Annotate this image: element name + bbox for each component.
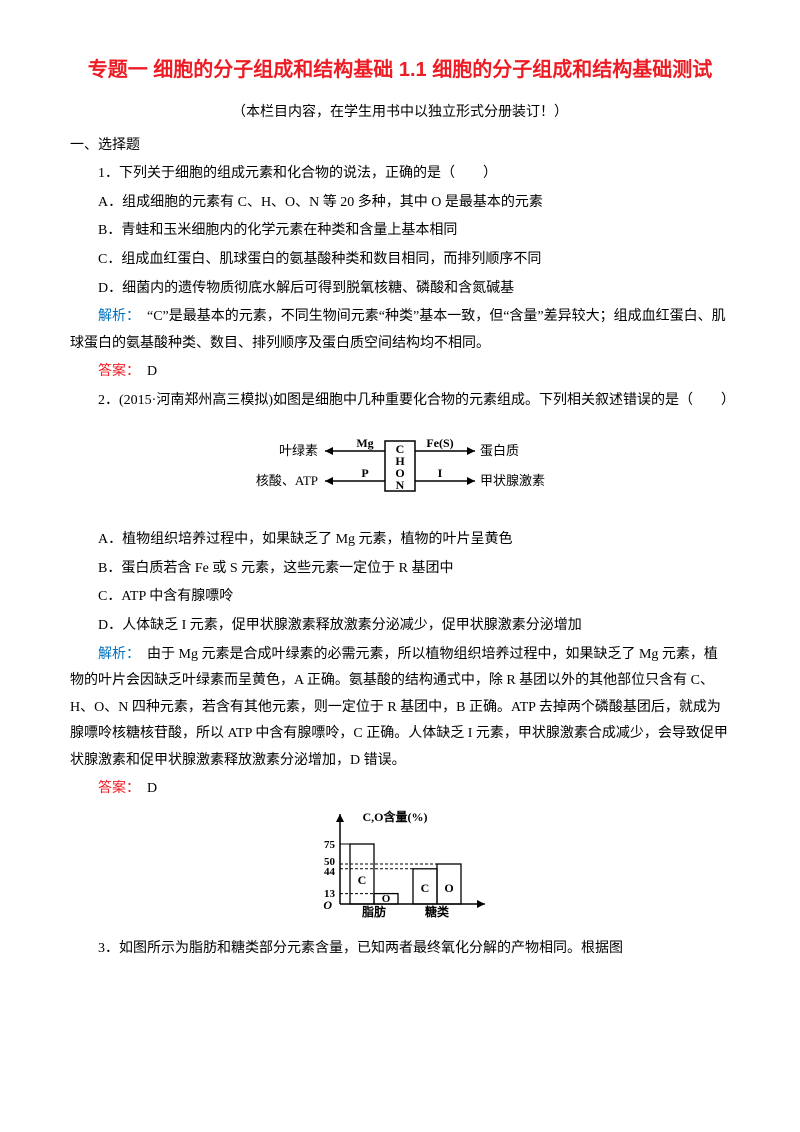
- fig1-i: I: [438, 466, 443, 480]
- q2-option-d: D．人体缺乏 I 元素，促甲状腺激素释放激素分泌减少，促甲状腺激素分泌增加: [70, 613, 730, 640]
- answer-text: D: [133, 364, 157, 379]
- q2-analysis: 解析： 由于 Mg 元素是合成叶绿素的必需元素，所以植物组织培养过程中，如果缺乏…: [70, 642, 730, 775]
- answer-text: D: [133, 781, 157, 796]
- fig1-fes: Fe(S): [426, 436, 453, 450]
- analysis-text: “C”是最基本的元素，不同生物间元素“种类”基本一致，但“含量”差异较大；组成血…: [70, 309, 726, 351]
- fig1-hesuan: 核酸、ATP: [256, 473, 318, 488]
- answer-label: 答案：: [98, 781, 133, 796]
- q1-option-c: C．组成血红蛋白、肌球蛋白的氨基酸种类和数目相同，而排列顺序不同: [70, 247, 730, 274]
- fig1-yelvsu: 叶绿素: [279, 443, 318, 458]
- fig1-n: N: [396, 478, 405, 492]
- q1-option-a: A．组成细胞的元素有 C、H、O、N 等 20 多种，其中 O 是最基本的元素: [70, 190, 730, 217]
- fig1-mg: Mg: [356, 436, 373, 450]
- analysis-label: 解析：: [98, 309, 133, 324]
- q1-option-b: B．青蛙和玉米细胞内的化学元素在种类和含量上基本相同: [70, 218, 730, 245]
- fig1-thyroid: 甲状腺激素: [480, 473, 545, 488]
- q2-option-c: C．ATP 中含有腺嘌呤: [70, 584, 730, 611]
- fig2-tick-44: 44: [324, 866, 336, 878]
- fig1-protein: 蛋白质: [480, 443, 519, 458]
- fig2-fat-c: C: [358, 873, 367, 887]
- section-heading: 一、选择题: [70, 133, 730, 160]
- answer-label: 答案：: [98, 364, 133, 379]
- analysis-text: 由于 Mg 元素是合成叶绿素的必需元素，所以植物组织培养过程中，如果缺乏了 Mg…: [70, 647, 728, 768]
- q1-analysis: 解析： “C”是最基本的元素，不同生物间元素“种类”基本一致，但“含量”差异较大…: [70, 304, 730, 357]
- document-title: 专题一 细胞的分子组成和结构基础 1.1 细胞的分子组成和结构基础测试: [70, 50, 730, 90]
- q1-stem: 1．下列关于细胞的组成元素和化合物的说法，正确的是（ ）: [70, 161, 730, 188]
- fig2-xlabel-carb: 糖类: [425, 904, 450, 919]
- fig2-origin: O: [323, 898, 332, 912]
- analysis-label: 解析：: [98, 647, 133, 662]
- document-subtitle: （本栏目内容，在学生用书中以独立形式分册装订！）: [70, 100, 730, 127]
- q1-answer: 答案： D: [70, 359, 730, 386]
- q2-option-b: B．蛋白质若含 Fe 或 S 元素，这些元素一定位于 R 基团中: [70, 556, 730, 583]
- fig2-tick-75: 75: [324, 839, 336, 851]
- fig1-p: P: [361, 466, 368, 480]
- q2-option-a: A．植物组织培养过程中，如果缺乏了 Mg 元素，植物的叶片呈黄色: [70, 527, 730, 554]
- figure-1: C H O N Mg 叶绿素 Fe(S) 蛋白质 P 核酸、ATP I 甲状腺激…: [70, 421, 730, 522]
- figure-2: C,O含量(%) C O C O 75 50 44 13 O 脂肪 糖类: [70, 809, 730, 930]
- q3-stem: 3．如图所示为脂肪和糖类部分元素含量，已知两者最终氧化分解的产物相同。根据图: [70, 936, 730, 963]
- fig2-fat-o: O: [382, 893, 391, 905]
- fig2-ylabel: C,O含量(%): [363, 809, 428, 824]
- fig2-carb-o: O: [444, 881, 453, 895]
- q2-answer: 答案： D: [70, 776, 730, 803]
- fig2-xlabel-fat: 脂肪: [361, 904, 386, 919]
- fig2-carb-c: C: [421, 881, 430, 895]
- q2-stem: 2．(2015·河南郑州高三模拟)如图是细胞中几种重要化合物的元素组成。下列相关…: [70, 388, 730, 415]
- q1-option-d: D．细菌内的遗传物质彻底水解后可得到脱氧核糖、磷酸和含氮碱基: [70, 276, 730, 303]
